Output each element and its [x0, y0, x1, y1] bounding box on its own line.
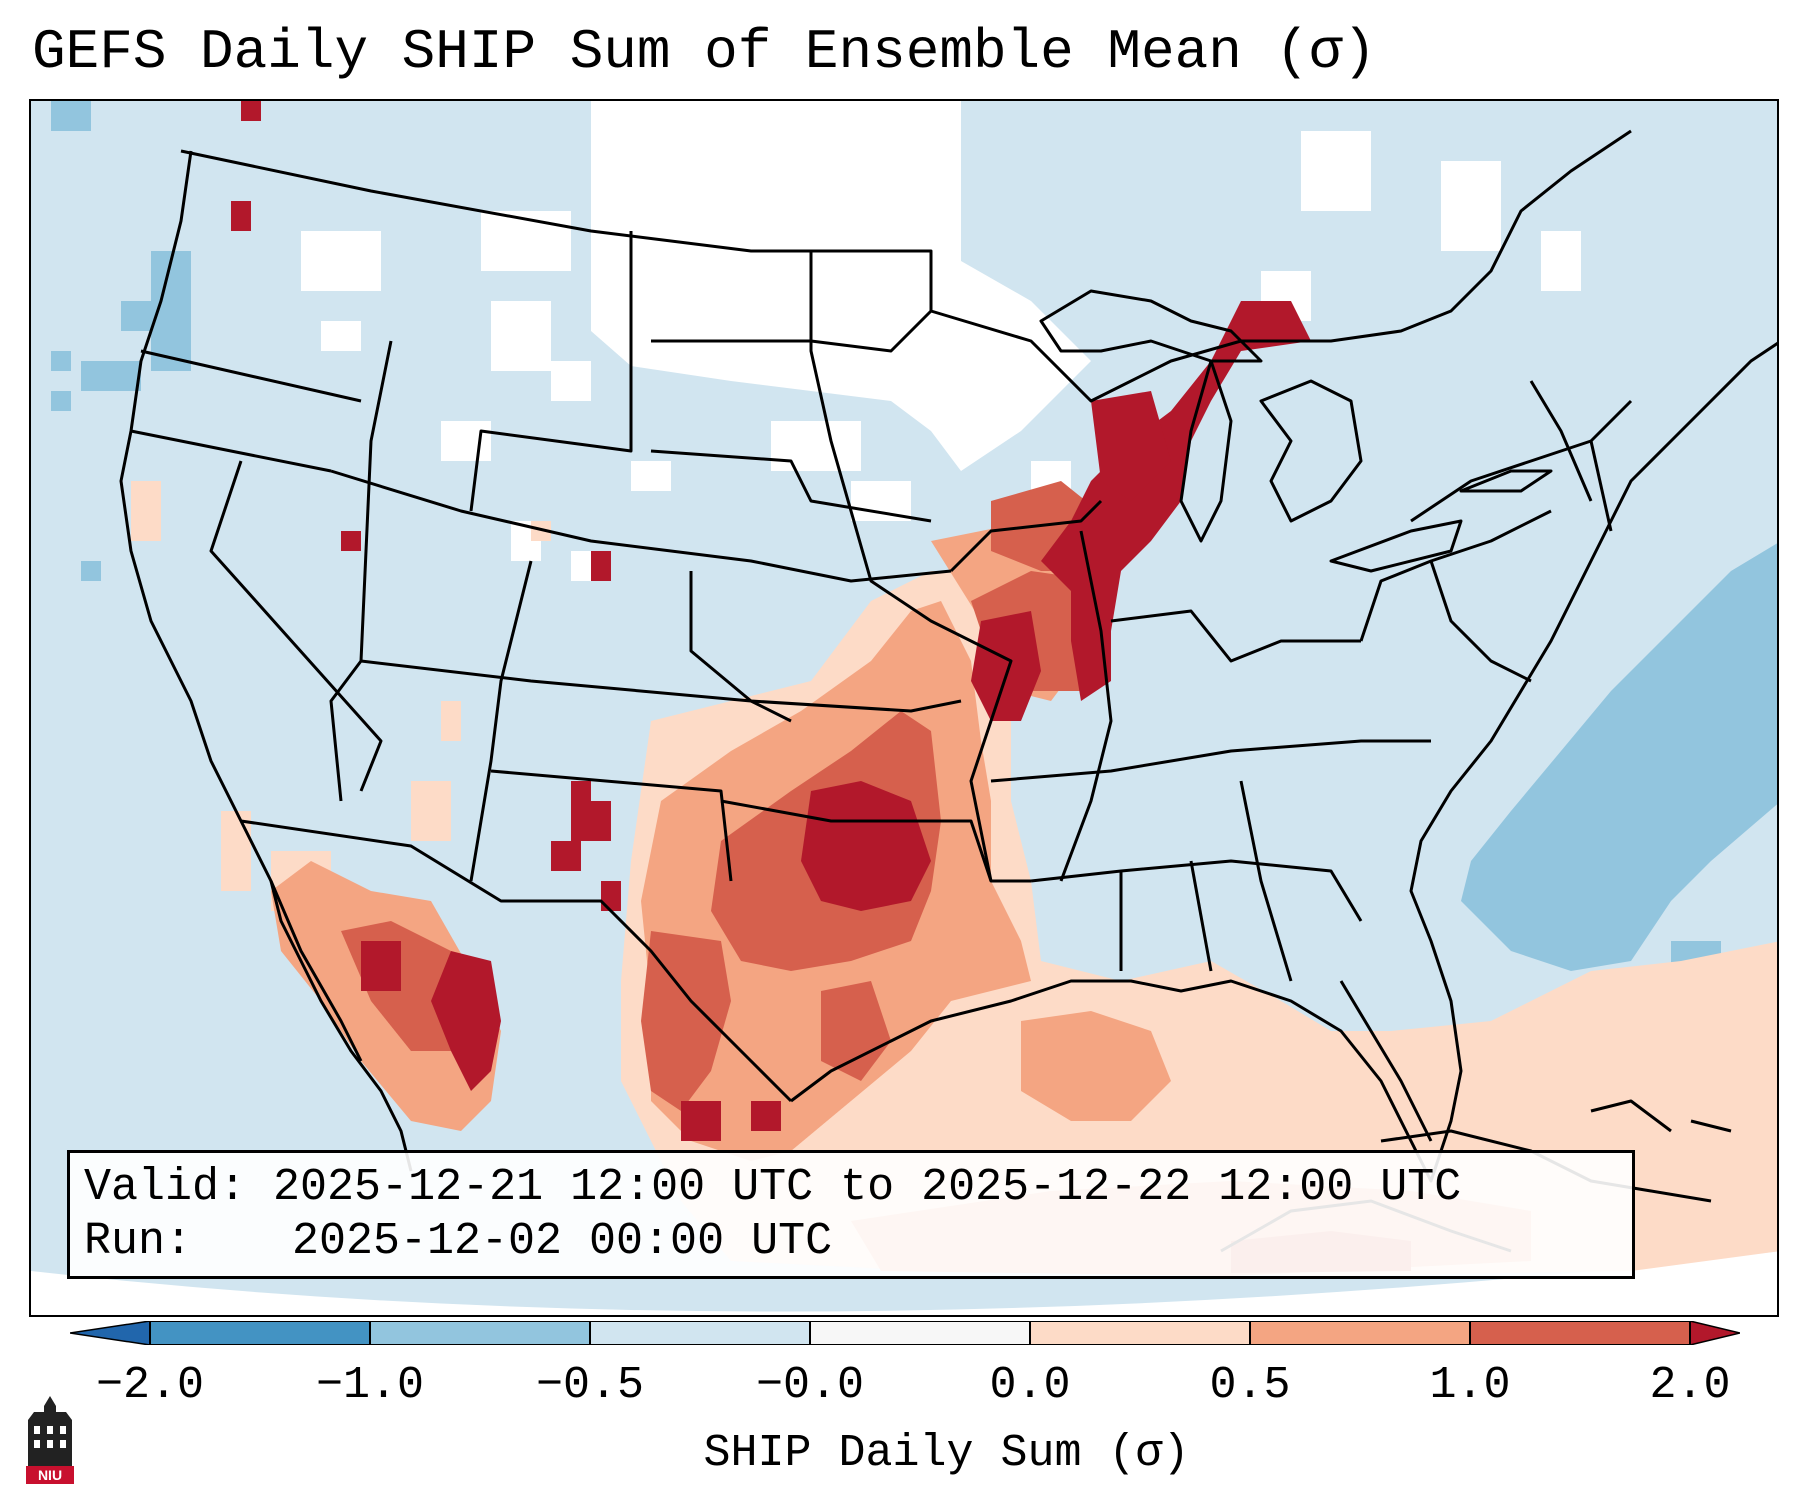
map-panel: [29, 99, 1779, 1317]
colorbar-tick-label: 0.0: [989, 1360, 1071, 1411]
colorbar-over-extension: [1689, 1321, 1740, 1345]
run-label: Run:: [84, 1216, 193, 1267]
colorbar-segment: [810, 1321, 1030, 1345]
colorbar-tick-label: −2.0: [95, 1360, 205, 1411]
colorbar: [70, 1321, 1740, 1345]
valid-line: Valid: 2025-12-21 12:00 UTC to 2025-12-2…: [84, 1161, 1618, 1215]
political-boundaries: [119, 129, 1777, 1203]
colorbar-label: SHIP Daily Sum (σ): [703, 1428, 1190, 1479]
run-value: 2025-12-02 00:00 UTC: [292, 1216, 833, 1267]
university-tower-icon: NIU: [26, 1396, 74, 1484]
logo-text: NIU: [38, 1467, 62, 1483]
colorbar-tick-label: 1.0: [1429, 1360, 1511, 1411]
colorbar-segment: [150, 1321, 370, 1345]
validity-info-box: Valid: 2025-12-21 12:00 UTC to 2025-12-2…: [67, 1150, 1635, 1279]
colorbar-tick-label: −1.0: [315, 1360, 425, 1411]
colorbar-segment: [1250, 1321, 1470, 1345]
colorbar-segment: [1030, 1321, 1250, 1345]
atlantic-negative-area: [1461, 543, 1777, 971]
page-title: GEFS Daily SHIP Sum of Ensemble Mean (σ): [32, 20, 1377, 84]
colorbar-segment: [1470, 1321, 1690, 1345]
valid-label: Valid:: [84, 1162, 247, 1213]
colorbar-under-extension: [70, 1321, 151, 1345]
colorbar-tick-label: −0.0: [755, 1360, 865, 1411]
colorbar-segment: [370, 1321, 590, 1345]
valid-value: 2025-12-21 12:00 UTC to 2025-12-22 12:00…: [273, 1162, 1462, 1213]
projection-edge: [31, 1251, 1777, 1315]
colorbar-segment: [590, 1321, 810, 1345]
colorbar-ticks: −2.0 −1.0 −0.5 −0.0 0.0 0.5 1.0 2.0: [0, 1360, 1803, 1420]
ship-anomaly-map: [31, 101, 1777, 1315]
positive-extreme-area: [231, 101, 1311, 1141]
colorbar-tick-label: −0.5: [535, 1360, 645, 1411]
colorbar-tick-label: 2.0: [1649, 1360, 1731, 1411]
run-line: Run: 2025-12-02 00:00 UTC: [84, 1215, 1618, 1269]
neutral-regions: [301, 101, 1581, 581]
colorbar-tick-label: 0.5: [1209, 1360, 1291, 1411]
